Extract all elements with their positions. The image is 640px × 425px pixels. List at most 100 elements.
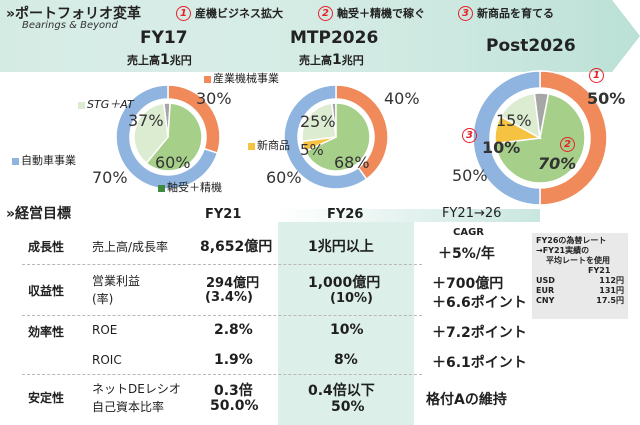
note-rate-row: CNY 17.5円 xyxy=(536,296,624,306)
theme-2: 2 軸受＋精機で稼ぐ xyxy=(318,5,425,21)
sales-prefix: 売上高 xyxy=(127,54,160,67)
sales-unit: 兆円 xyxy=(169,54,192,67)
row-divider xyxy=(22,315,422,316)
note-line: 平均レートを使用 xyxy=(546,256,610,265)
row-metric-2: 自己資本比率 xyxy=(92,400,165,414)
row-fy21: 0.3倍 xyxy=(214,383,253,399)
inner-pie-0-slice-2 xyxy=(133,102,169,165)
currency: USD xyxy=(536,276,555,285)
fy26-highlight xyxy=(278,222,414,425)
pct-post-bearing: 70% xyxy=(538,154,577,173)
rate: 112円 xyxy=(599,276,624,285)
inner-pie-0-slice-1 xyxy=(145,102,203,172)
col-header-fy21: FY21 xyxy=(205,207,242,222)
legend-auto: 自動車事業 xyxy=(12,152,76,168)
row-category: 安定性 xyxy=(28,391,65,405)
row-metric: 営業利益 xyxy=(92,274,141,288)
row-divider xyxy=(22,264,422,265)
exchange-rate-note: FY26の為替レート →FY21実績の 平均レートを使用 FY21 USD 112… xyxy=(532,233,628,319)
row-fy26: 10% xyxy=(330,322,364,338)
square-icon xyxy=(158,184,165,192)
legend-label: 軸受＋精機 xyxy=(167,181,222,194)
pct-post-stg: 15% xyxy=(496,111,532,130)
legend-label: 産業機械事業 xyxy=(213,72,279,85)
note-rate-row: EUR 131円 xyxy=(536,286,624,296)
row-divider xyxy=(22,374,422,375)
square-icon xyxy=(12,157,19,165)
header-band xyxy=(278,209,540,222)
row-chg: ＋700億円 xyxy=(432,276,504,292)
sales-fy17: 売上高1兆円 xyxy=(127,52,192,68)
legend-industrial: 産業機械事業 xyxy=(204,70,279,86)
row-metric: ROIC xyxy=(92,353,122,367)
pct-mtp-industrial: 40% xyxy=(384,89,420,108)
row-fy21: 294億円 xyxy=(206,276,260,291)
legend-label: 新商品 xyxy=(257,139,290,152)
theme-label: 新商品を育てる xyxy=(477,7,554,20)
pct-fy17-auto: 70% xyxy=(92,168,128,187)
pct-fy17-industrial: 30% xyxy=(196,89,232,108)
rate: 17.5円 xyxy=(596,296,624,305)
row-fy26: 1兆円以上 xyxy=(308,239,374,255)
row-metric-2: (率) xyxy=(92,292,114,306)
legend-stg: STG＋AT xyxy=(78,96,134,112)
row-chg: 格付Aの維持 xyxy=(426,392,507,408)
row-fy21: 2.8% xyxy=(214,322,253,338)
note-rate-row: USD 112円 xyxy=(536,276,624,286)
pct-mtp-bearing: 68% xyxy=(334,153,370,172)
row-fy21-2: (3.4%) xyxy=(205,290,253,305)
row-fy26: 0.4倍以下 xyxy=(308,383,375,399)
period-fy17: FY17 xyxy=(140,28,188,48)
col-header-change: FY21→26 xyxy=(442,206,502,221)
number-circle-icon: 1 xyxy=(589,68,604,83)
row-fy21: 1.9% xyxy=(214,352,253,368)
theme-3: 3 新商品を育てる xyxy=(458,5,554,21)
number-circle-icon: 2 xyxy=(318,5,333,21)
pct-fy17-bearing: 60% xyxy=(155,153,191,172)
row-chg-2: ＋6.6ポイント xyxy=(432,295,527,311)
sales-value: 1 xyxy=(160,52,170,68)
pct-post-auto: 50% xyxy=(452,166,488,185)
row-fy26: 1,000億円 xyxy=(308,275,381,291)
legend-bearing: 軸受＋精機 xyxy=(158,179,222,195)
period-post2026: Post2026 xyxy=(486,36,576,56)
section-title-goals: »経営目標 xyxy=(6,206,72,222)
pct-mtp-stg: 25% xyxy=(300,112,336,131)
row-category: 効率性 xyxy=(28,325,65,339)
outer-ring-2-slice-1 xyxy=(472,70,541,206)
legend-label: 自動車事業 xyxy=(21,154,76,167)
section-title-portfolio: »ポートフォリオ変革 xyxy=(6,6,142,22)
legend-label: STG＋AT xyxy=(87,98,134,111)
row-category: 収益性 xyxy=(28,284,65,298)
inner-pie-1-slice-3 xyxy=(301,102,337,143)
row-fy21-2: 50.0% xyxy=(210,398,259,414)
section-subtitle: Bearings & Beyond xyxy=(22,20,118,31)
pct-mtp-auto: 60% xyxy=(266,168,302,187)
theme-label: 軸受＋精機で稼ぐ xyxy=(337,7,425,20)
row-chg: ＋6.1ポイント xyxy=(432,355,527,371)
row-metric: 売上高/成長率 xyxy=(92,240,169,254)
number-circle-icon: 2 xyxy=(560,137,575,152)
square-icon xyxy=(248,142,255,150)
number-circle-icon: 1 xyxy=(176,5,191,21)
currency: CNY xyxy=(536,296,555,305)
row-metric: ネットDEレシオ xyxy=(92,382,181,396)
row-fy26-2: 50% xyxy=(331,399,365,415)
theme-label: 産機ビジネス拡大 xyxy=(195,7,283,20)
note-line: FY26の為替レート xyxy=(536,236,607,245)
row-chg: ＋5%/年 xyxy=(438,246,495,262)
number-circle-icon: 3 xyxy=(462,128,477,143)
sales-mtp2026: 売上高1兆円 xyxy=(299,52,364,68)
note-col-header: FY21 xyxy=(588,266,611,275)
legend-newprod: 新商品 xyxy=(248,137,290,153)
donut-charts xyxy=(115,70,608,206)
col-header-fy26: FY26 xyxy=(327,207,364,222)
row-fy21: 8,652億円 xyxy=(200,239,273,255)
banner-arrow xyxy=(0,0,640,72)
row-fy26-2: (10%) xyxy=(330,291,373,306)
pct-fy17-stg: 37% xyxy=(128,111,164,130)
square-icon xyxy=(78,101,85,109)
inner-pie-1-slice-1 xyxy=(304,102,371,172)
row-chg-label: CAGR xyxy=(453,227,484,238)
row-category: 成長性 xyxy=(28,240,65,254)
